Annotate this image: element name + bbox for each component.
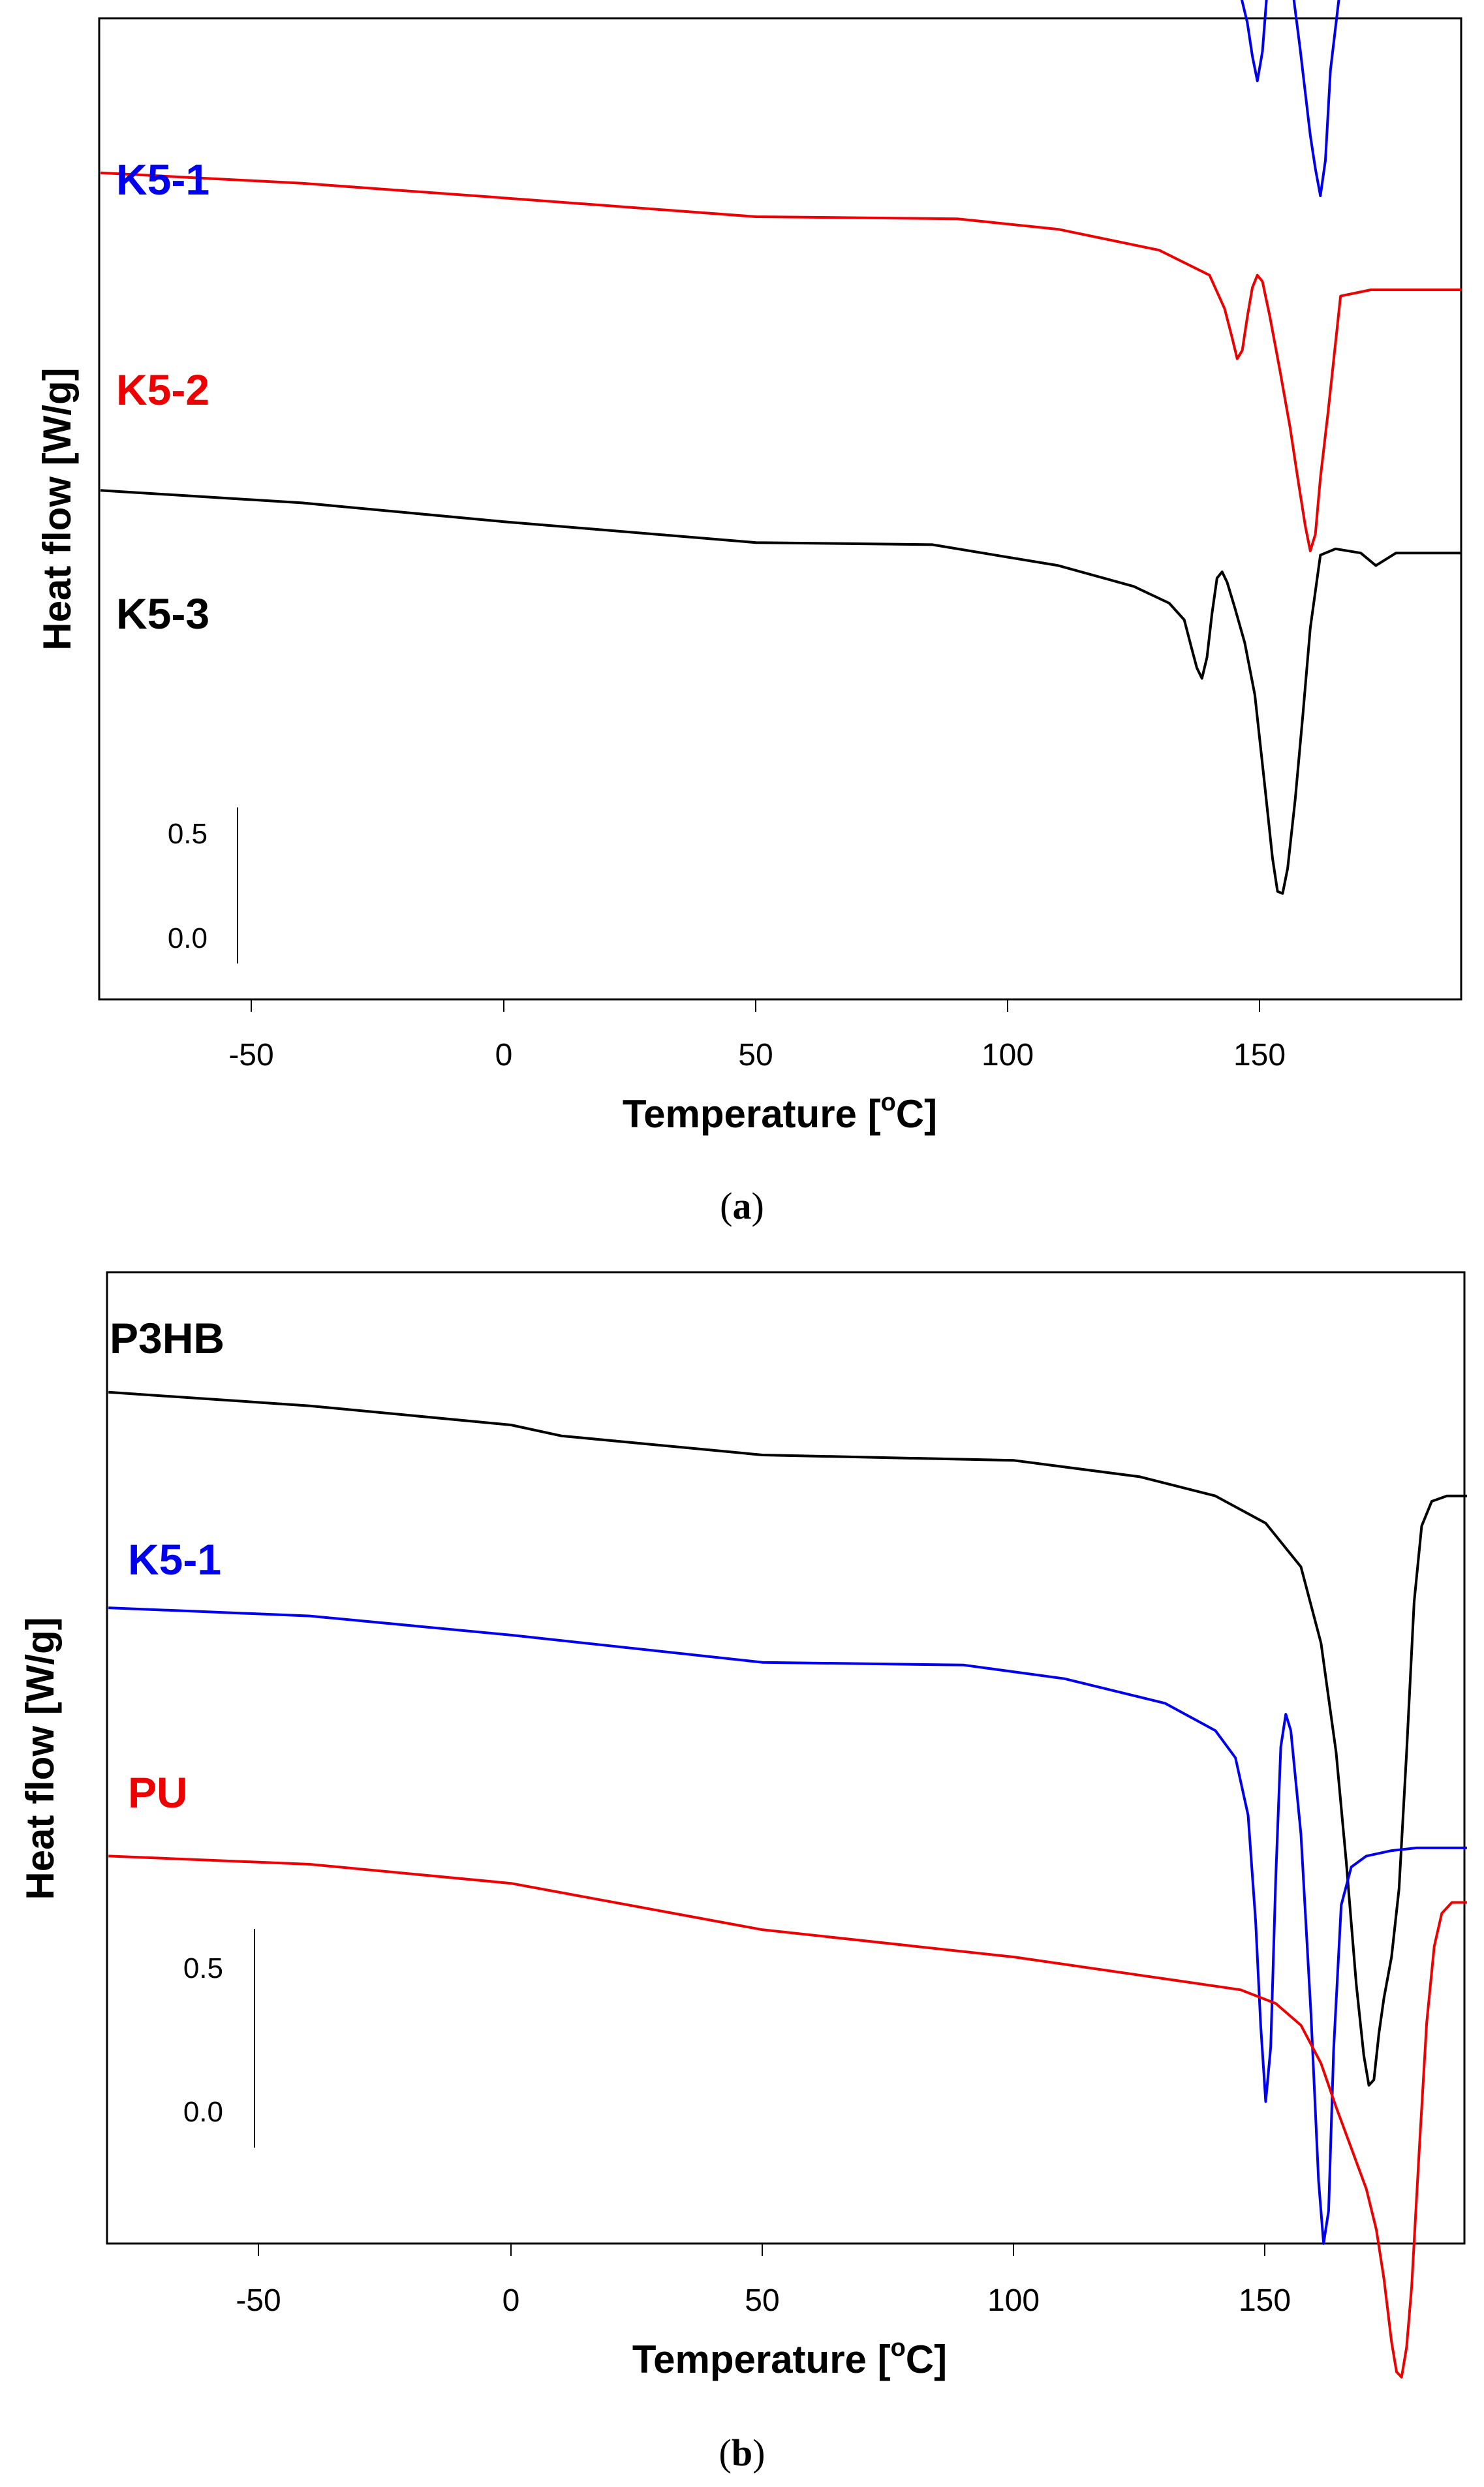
panel-b-curve-k5-1 [108,1606,1467,2245]
panel-b-scale-label-0.0: 0.0 [183,2096,223,2128]
panel-b: -50 0 50 100 150 Temperature [oC] Heat f… [18,1271,1467,2474]
panel-a-label-k5-2: K5-2 [116,366,209,414]
panel-b-x-tick-label: -50 [236,2283,281,2318]
panel-a-scale-label-0.0: 0.0 [168,922,208,954]
panel-b-curves [108,1390,1467,2379]
panel-b-x-tick-label: 100 [987,2283,1040,2318]
panel-b-curve-p3hb [108,1390,1467,2087]
panel-a-label-k5-3: K5-3 [116,589,209,638]
panel-a-label-k5-1: K5-1 [116,155,209,204]
panel-a-x-tick-label: 50 [738,1038,773,1072]
panel-a-x-axis-label: Temperature [oC] [623,1089,937,1136]
panel-b-series-labels: P3HB K5-1 PU [110,1314,224,1817]
panel-b-caption: (b) [719,2432,765,2474]
panel-a-curve-k5-3 [100,489,1462,895]
panel-b-label-p3hb: P3HB [110,1314,224,1362]
panel-b-x-tick-label: 50 [745,2283,779,2318]
panel-a-curve-k5-1 [1240,0,1340,197]
panel-a-curves [100,0,1462,895]
panel-b-plot-frame [106,1271,1466,2245]
panel-b-y-axis-label: Heat flow [W/g] [18,1617,62,1900]
panel-b-x-tick-label: 150 [1239,2283,1291,2318]
panel-a-x-tick-labels: -50 0 50 100 150 [228,1038,1286,1072]
panel-a-y-axis-label: Heat flow [W/g] [35,368,79,650]
panel-a-scale-label-0.5: 0.5 [168,818,208,850]
panel-b-x-tick-label: 0 [502,2283,520,2318]
panel-a-x-ticks [251,999,1260,1012]
panel-a-x-tick-label: 0 [495,1038,513,1072]
panel-b-scale-label-0.5: 0.5 [183,1952,223,1984]
panel-b-curve-pu [108,1854,1467,2379]
panel-a-scale-bar: 0.5 0.0 [168,807,238,963]
panel-b-x-tick-labels: -50 0 50 100 150 [236,2283,1291,2318]
panel-a-x-tick-label: -50 [228,1038,273,1072]
panel-a-caption: (a) [720,1185,764,1227]
panel-b-scale-bar: 0.5 0.0 [183,1929,255,2148]
panel-b-x-ticks [258,2244,1265,2256]
panel-a-series-labels: K5-1 K5-2 K5-3 [116,155,209,638]
panel-a-x-tick-label: 150 [1233,1038,1286,1072]
panel-b-x-axis-label: Temperature [oC] [632,2334,947,2381]
panel-b-label-pu: PU [128,1768,188,1817]
panel-a: -50 0 50 100 150 Temperature [oC] Heat f… [35,0,1462,1227]
panel-a-plot-frame [98,17,1462,1001]
panel-a-x-tick-label: 100 [982,1038,1034,1072]
panel-a-curve-k5-2 [100,171,1462,552]
panel-b-label-k5-1: K5-1 [128,1535,221,1584]
